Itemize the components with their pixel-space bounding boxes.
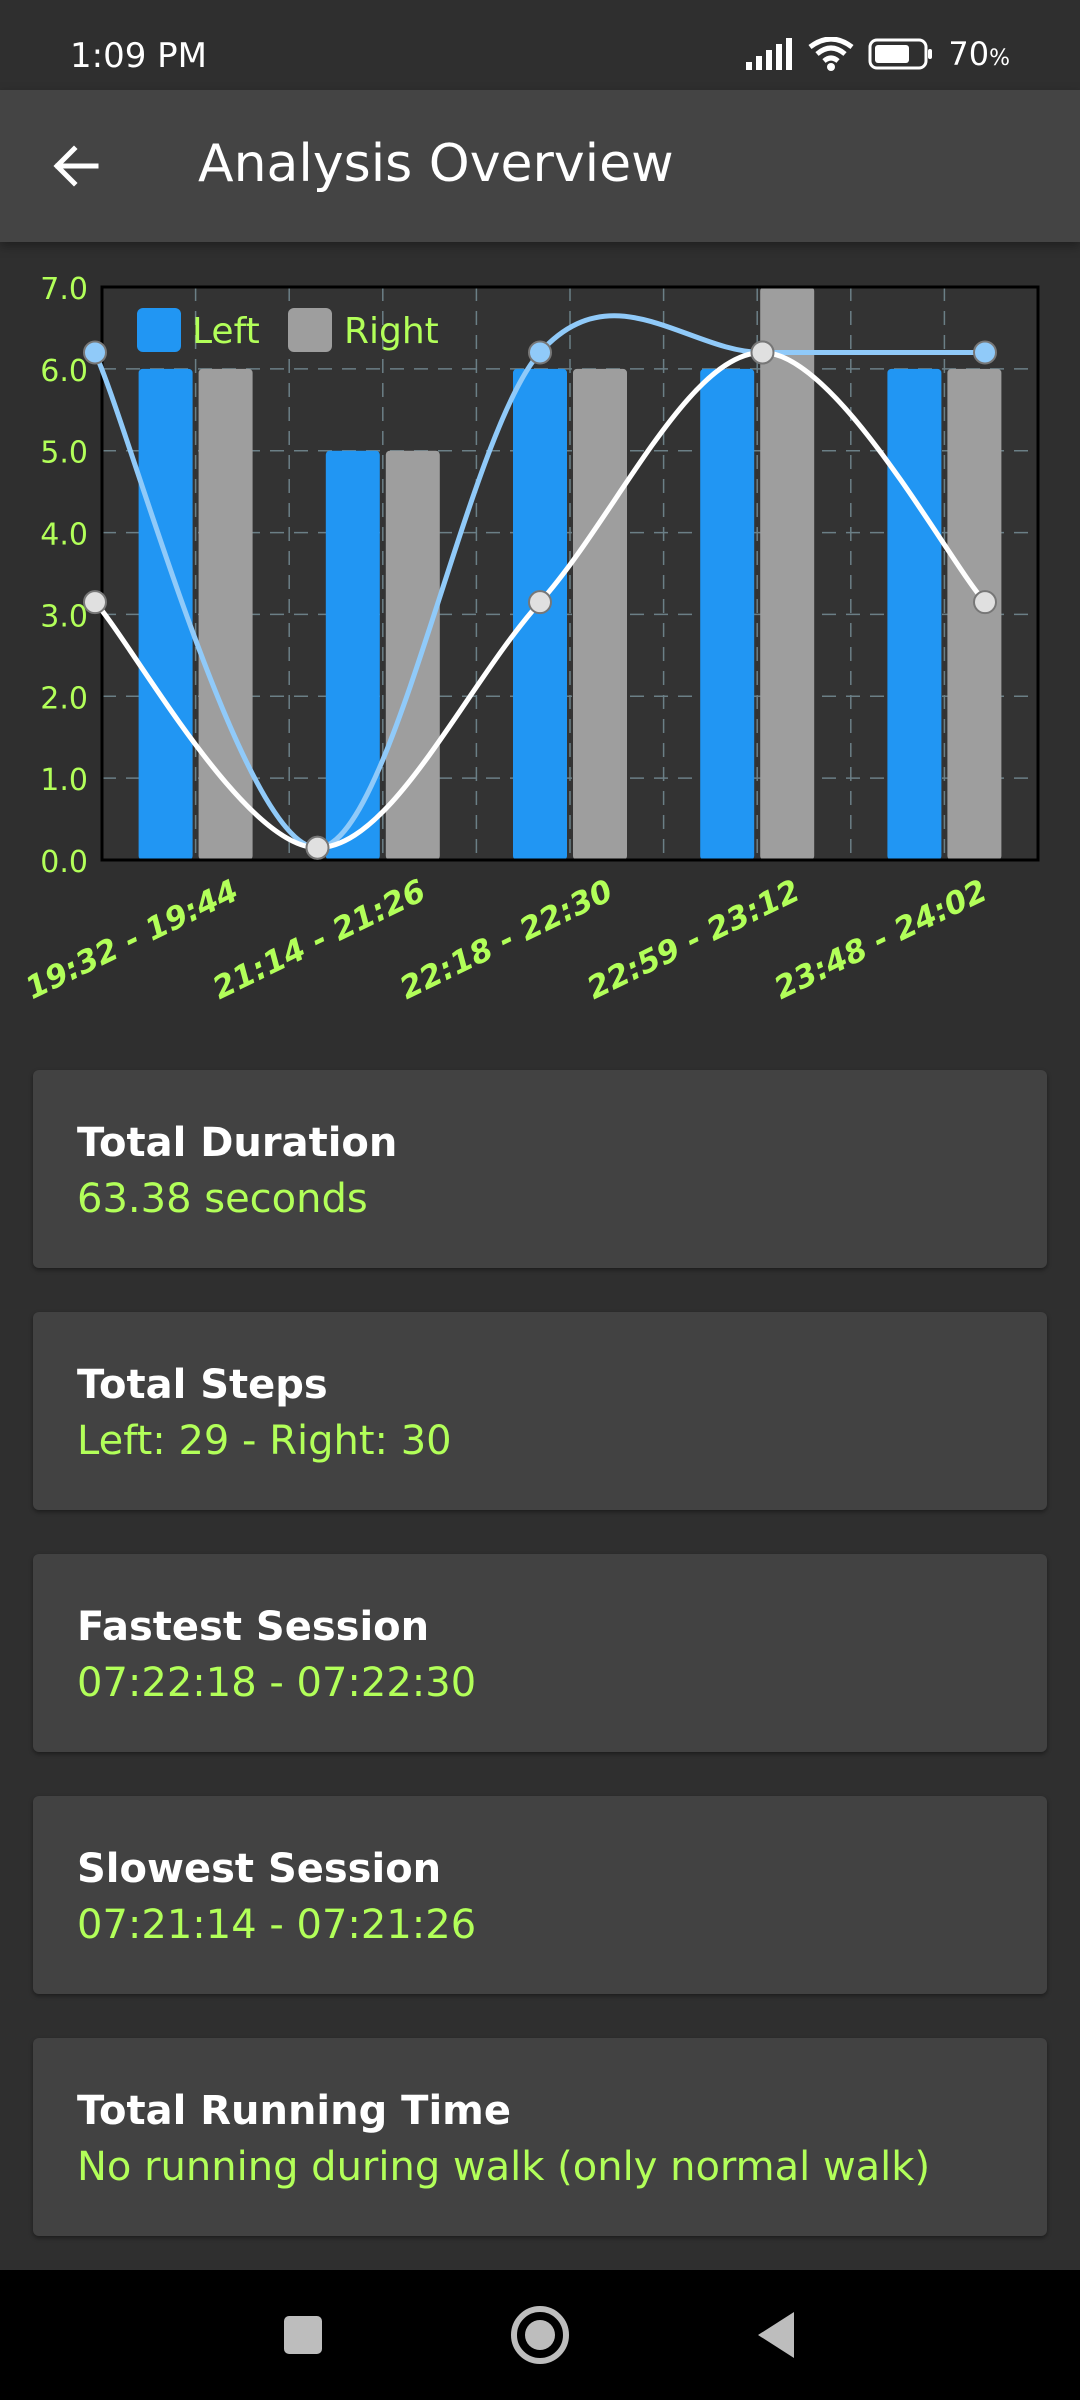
battery-icon [868, 38, 933, 70]
back-button[interactable] [46, 136, 106, 196]
bar-left [325, 450, 380, 860]
recents-button[interactable] [268, 2300, 338, 2370]
plot-frame [100, 285, 1040, 862]
bar-right [573, 368, 627, 860]
chart-svg: 0.0 1.0 2.0 3.0 4.0 5.0 6.0 7.0 19:32 - 19:4421:… [20, 272, 1040, 1007]
plot-area [102, 287, 1038, 860]
arrow-back-icon [53, 145, 99, 187]
signal-icon [746, 38, 793, 70]
y-tick-label: 5.0 [40, 436, 88, 471]
y-tick-label: 0.0 [40, 845, 88, 880]
y-tick-label: 1.0 [40, 763, 88, 798]
x-tick-label: 22:59 - 23:12 [582, 873, 806, 1007]
line-point-right [83, 590, 107, 615]
bar-right [760, 287, 815, 860]
x-tick-label: 19:32 - 19:44 [20, 873, 244, 1007]
page-title: Analysis Overview [198, 134, 674, 194]
card-title: Total Steps [77, 1362, 328, 1408]
slowest-session-card: Slowest Session 07:21:14 - 07:21:26 [33, 1796, 1047, 1994]
bar-right [947, 368, 1002, 860]
x-tick-label: 21:14 - 21:26 [207, 873, 431, 1007]
bar-right [198, 368, 253, 860]
line-point-right [973, 590, 997, 615]
card-title: Total Running Time [77, 2088, 511, 2134]
total-steps-card: Total Steps Left: 29 - Right: 30 [33, 1312, 1047, 1510]
line-point-right [750, 340, 775, 365]
line-point-left [83, 340, 107, 365]
bar-left [700, 368, 755, 860]
legend-swatch-left [137, 308, 181, 352]
bar-left [513, 368, 567, 860]
x-tick-label: 23:48 - 24:02 [769, 873, 993, 1007]
line-point-left [973, 340, 997, 365]
home-button[interactable] [505, 2300, 575, 2370]
status-icons: 70% [746, 34, 1010, 74]
back-nav-button[interactable] [742, 2300, 812, 2370]
bar-left [887, 368, 942, 860]
card-value: No running during walk (only normal walk… [77, 2144, 931, 2190]
card-value: 63.38 seconds [77, 1176, 368, 1222]
y-tick-label: 3.0 [40, 599, 88, 634]
line-point-right [305, 835, 330, 860]
y-tick-label: 7.0 [40, 272, 88, 307]
card-value: 07:21:14 - 07:21:26 [77, 1902, 477, 1948]
bar-left [138, 368, 193, 860]
status-time: 1:09 PM [70, 36, 207, 76]
line-point-right [528, 590, 552, 615]
app-bar: Analysis Overview [0, 90, 1080, 242]
card-value: 07:22:18 - 07:22:30 [77, 1660, 477, 1706]
y-tick-label: 6.0 [40, 354, 88, 389]
legend-label-left: Left [192, 311, 260, 352]
fastest-session-card: Fastest Session 07:22:18 - 07:22:30 [33, 1554, 1047, 1752]
card-value: Left: 29 - Right: 30 [77, 1418, 452, 1464]
battery-percent: 70% [948, 35, 1010, 73]
wifi-icon [808, 37, 854, 71]
card-title: Slowest Session [77, 1846, 442, 1892]
line-point-left [528, 340, 552, 365]
square-icon [284, 2316, 322, 2354]
system-nav-bar [0, 2270, 1080, 2400]
home-circle-icon [511, 2306, 569, 2364]
card-title: Total Duration [77, 1120, 398, 1166]
y-tick-label: 2.0 [40, 681, 88, 716]
card-title: Fastest Session [77, 1604, 430, 1650]
y-tick-label: 4.0 [40, 518, 88, 553]
x-tick-label: 22:18 - 22:30 [394, 873, 618, 1007]
session-bar-chart: 0.0 1.0 2.0 3.0 4.0 5.0 6.0 7.0 19:32 - 19:44 21:… [0, 260, 1080, 1020]
legend-label-right: Right [344, 311, 439, 352]
legend-swatch-right [288, 308, 332, 352]
total-running-time-card: Total Running Time No running during wal… [33, 2038, 1047, 2236]
triangle-back-icon [758, 2312, 794, 2358]
total-duration-card: Total Duration 63.38 seconds [33, 1070, 1047, 1268]
status-bar: 1:09 PM 70% [0, 0, 1080, 90]
